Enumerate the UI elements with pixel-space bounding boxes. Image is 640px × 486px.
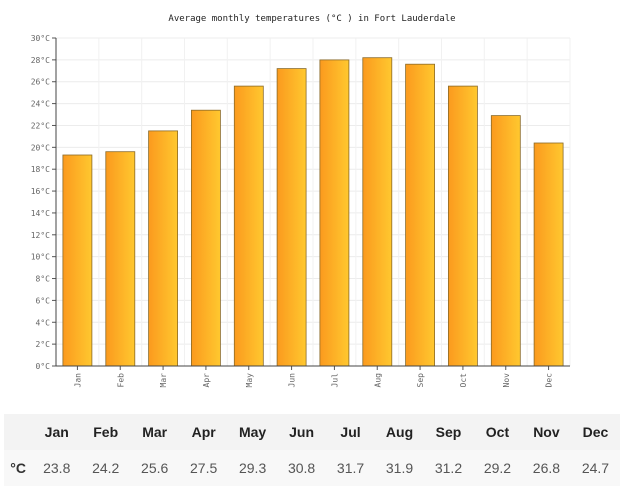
- grid: [56, 37, 571, 366]
- table-header-jul: Jul: [340, 424, 361, 440]
- y-tick-label: 8°C: [36, 275, 51, 284]
- table-header-blank: [4, 414, 32, 450]
- x-tick-label: Sep: [416, 373, 425, 388]
- temperature-bar-chart: Average monthly temperatures (°C ) in Fo…: [31, 14, 571, 388]
- x-tick-label: Jul: [330, 373, 339, 388]
- table-cell-jan: 23.8: [43, 460, 71, 476]
- table-cell-mar: 25.6: [141, 460, 169, 476]
- x-tick-label: Aug: [373, 373, 382, 388]
- y-tick-label: 4°C: [36, 318, 51, 327]
- x-tick-label: Oct: [459, 373, 468, 388]
- y-tick-label: 16°C: [31, 187, 50, 196]
- y-tick-label: 10°C: [31, 253, 50, 262]
- bar-may: [233, 85, 264, 367]
- y-tick-label: 24°C: [31, 100, 50, 109]
- table-header-feb: Feb: [93, 424, 119, 440]
- y-tick-label: 26°C: [31, 78, 50, 87]
- table-header-jun: Jun: [289, 424, 315, 440]
- table-header-oct: Oct: [485, 424, 510, 440]
- bar-jul: [319, 59, 350, 367]
- table-header-aug: Aug: [385, 424, 414, 440]
- y-tick-label: 20°C: [31, 143, 50, 152]
- bar-sep: [405, 63, 436, 367]
- x-tick-label: Apr: [202, 373, 211, 388]
- bar-apr: [190, 109, 221, 367]
- x-tick-label: Jan: [73, 373, 82, 388]
- table-header-nov: Nov: [533, 424, 560, 440]
- y-tick-label: 2°C: [36, 340, 51, 349]
- x-tick-label: Nov: [502, 373, 511, 388]
- table-row: °C 23.8 24.2 25.6 27.5 29.3 30.8 31.7 31.9 31.2 29…: [4, 450, 620, 486]
- bar-mar: [148, 130, 179, 367]
- table-cell-oct: 29.2: [483, 460, 512, 476]
- table-cell-feb: 24.2: [92, 460, 120, 476]
- x-tick-label: Dec: [545, 373, 554, 388]
- y-tick-label: 0°C: [36, 362, 51, 371]
- chart-title: Average monthly temperatures (°C ) in Fo…: [168, 14, 455, 24]
- y-tick-label: 6°C: [36, 296, 51, 305]
- bar-nov: [490, 115, 521, 367]
- table-cell-sep: 31.2: [434, 460, 463, 476]
- table-cell-jul: 31.7: [336, 460, 365, 476]
- y-tick-label: 18°C: [31, 165, 50, 174]
- y-tick-label: 22°C: [31, 121, 50, 130]
- temperature-summary-table: Jan Feb Mar Apr May Jun Jul Aug Sep Oct Nov Dec °C 2…: [4, 414, 620, 486]
- table-header-jan: Jan: [44, 424, 69, 440]
- y-tick-label: 28°C: [31, 56, 50, 65]
- y-tick-label: 12°C: [31, 231, 50, 240]
- table-cell-aug: 31.9: [385, 460, 414, 476]
- bar-aug: [362, 57, 393, 367]
- bar-oct: [447, 85, 478, 367]
- bar-jan: [62, 154, 93, 367]
- table-cell-nov: 26.8: [532, 460, 561, 476]
- x-tick-label: Jun: [288, 373, 297, 388]
- table-header-apr: Apr: [191, 424, 216, 440]
- table-header-row: Jan Feb Mar Apr May Jun Jul Aug Sep Oct Nov Dec: [4, 414, 620, 450]
- table-cell-dec: 24.7: [581, 460, 610, 476]
- x-axis-ticks: Jan Feb Mar Apr May Jun Jul Aug Sep Oct Nov Dec: [73, 366, 554, 388]
- bar-dec: [533, 142, 564, 367]
- y-axis-ticks: 0°C 2°C 4°C 6°C 8°C 10°C 12°C 14°C 16°C 18°C 20°C 2…: [31, 34, 56, 371]
- x-tick-label: Feb: [116, 373, 125, 388]
- table-header-sep: Sep: [435, 424, 462, 440]
- table-header-mar: Mar: [142, 424, 168, 440]
- y-tick-label: 30°C: [31, 34, 50, 43]
- table-row-unit: °C: [10, 460, 26, 476]
- bar-jun: [276, 68, 307, 367]
- table-header-dec: Dec: [582, 424, 609, 440]
- y-tick-label: 14°C: [31, 209, 50, 218]
- bars: [62, 57, 564, 367]
- table-cell-jun: 30.8: [287, 460, 316, 476]
- x-tick-label: May: [245, 373, 254, 388]
- table-cell-apr: 27.5: [190, 460, 218, 476]
- x-tick-label: Mar: [159, 373, 168, 388]
- bar-feb: [105, 151, 136, 367]
- table-cell-may: 29.3: [238, 460, 267, 476]
- table-header-may: May: [238, 424, 267, 440]
